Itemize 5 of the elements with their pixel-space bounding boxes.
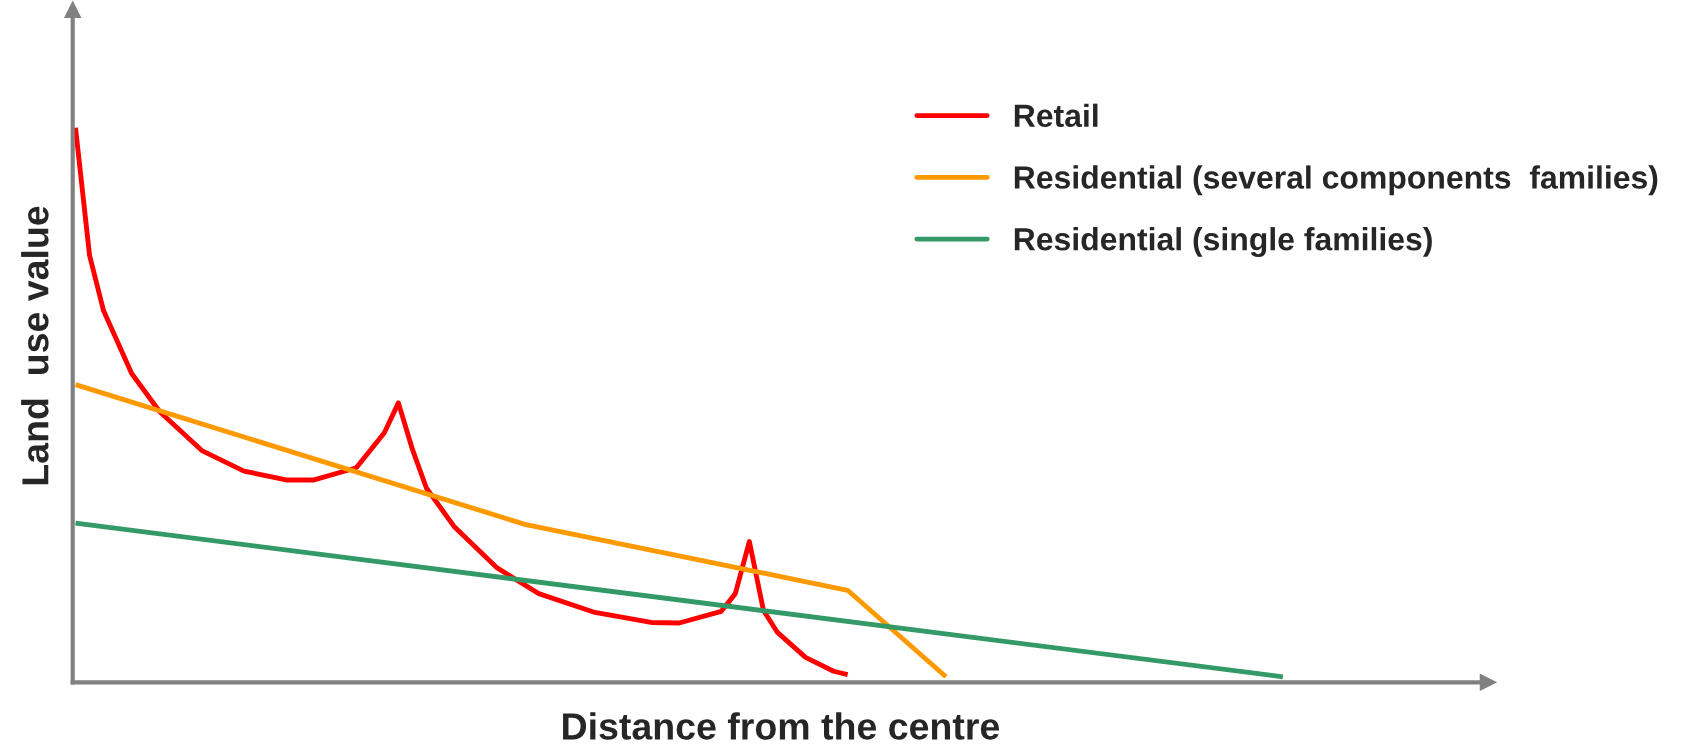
legend-label: Retail: [1014, 103, 1098, 128]
x-axis-title: Distance from the centre: [563, 712, 999, 740]
y-axis-title: Land use value: [21, 206, 49, 485]
legend-label: Residential (several components families): [1014, 165, 1658, 196]
legend-label: Residential (single families): [1014, 227, 1432, 258]
